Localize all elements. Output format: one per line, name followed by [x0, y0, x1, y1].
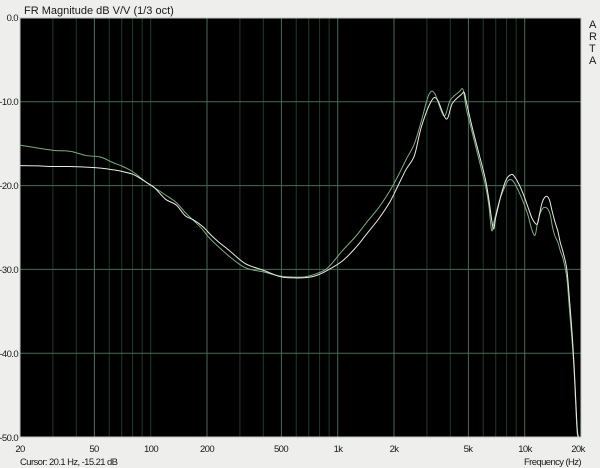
- svg-text:FR Magnitude dB V/V (1/3 oct): FR Magnitude dB V/V (1/3 oct): [24, 5, 174, 17]
- svg-text:100: 100: [144, 444, 158, 455]
- svg-text:A: A: [589, 19, 597, 31]
- svg-text:Frequency (Hz): Frequency (Hz): [524, 457, 581, 468]
- svg-text:10k: 10k: [518, 444, 532, 455]
- svg-text:T: T: [589, 43, 596, 55]
- svg-text:0.0: 0.0: [7, 13, 19, 24]
- svg-text:1k: 1k: [334, 444, 344, 455]
- svg-text:20: 20: [15, 444, 25, 455]
- svg-text:50: 50: [89, 444, 99, 455]
- svg-text:-40.0: -40.0: [0, 349, 18, 360]
- svg-text:-10.0: -10.0: [0, 97, 18, 108]
- svg-text:5k: 5k: [464, 444, 474, 455]
- svg-text:-30.0: -30.0: [0, 265, 18, 276]
- svg-text:20k: 20k: [571, 444, 585, 455]
- svg-text:R: R: [589, 31, 597, 43]
- svg-text:2k: 2k: [390, 444, 400, 455]
- svg-text:A: A: [589, 55, 597, 67]
- svg-text:500: 500: [274, 444, 288, 455]
- svg-text:-50.0: -50.0: [0, 433, 18, 444]
- svg-text:-20.0: -20.0: [0, 181, 18, 192]
- svg-text:200: 200: [200, 444, 214, 455]
- svg-text:Cursor: 20.1 Hz, -15.21 dB: Cursor: 20.1 Hz, -15.21 dB: [20, 457, 118, 468]
